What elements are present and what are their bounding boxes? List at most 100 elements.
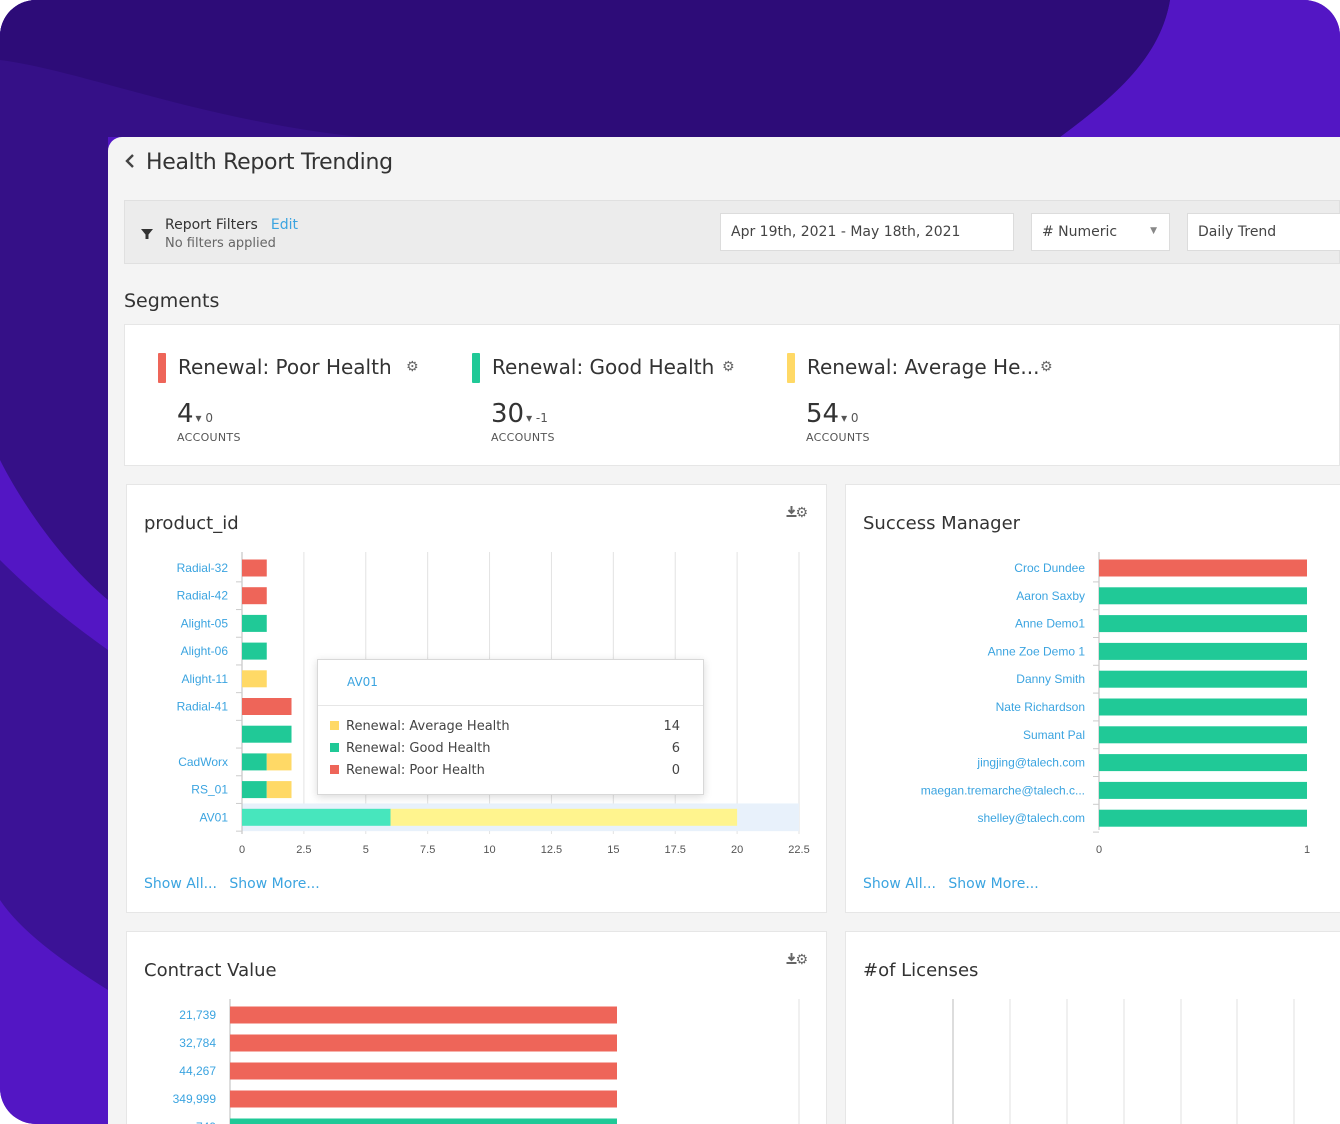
tooltip-row: Renewal: Good Health 6 <box>330 741 680 756</box>
show-all-link[interactable]: Show All... <box>144 876 217 892</box>
tooltip-title: AV01 <box>318 660 703 706</box>
category-label: shelley@talech.com <box>977 811 1085 825</box>
chevron-left-icon[interactable] <box>124 150 138 174</box>
card-links: Show All... Show More... <box>863 876 1047 892</box>
tooltip-value: 0 <box>671 763 680 778</box>
tooltip-label: Renewal: Poor Health <box>346 763 485 778</box>
category-label: 749 <box>196 1120 216 1124</box>
licenses-card: #of Licenses <box>845 931 1340 1124</box>
segments-panel: Renewal: Poor Health ⚙ 4 ▾ 0 ACCOUNTS Ren… <box>124 324 1340 466</box>
bar <box>242 587 267 605</box>
success-manager-card: Croc Dundee Aaron Saxby Anne Demo1 Anne Zoe… <box>845 484 1340 913</box>
card-title: Contract Value <box>144 960 277 981</box>
category-label: 32,784 <box>179 1036 216 1050</box>
segments-heading: Segments <box>124 290 220 312</box>
tooltip-value: 6 <box>671 741 680 756</box>
app-window: Health Report Trending Report Filters Ed… <box>108 137 1340 1124</box>
edit-filters-link[interactable]: Edit <box>270 217 299 233</box>
x-tick-label: 5 <box>363 844 369 856</box>
bar <box>230 1006 617 1024</box>
segment-count-row: 30 ▾ -1 <box>491 399 548 429</box>
filters-status: No filters applied <box>165 236 276 251</box>
segment-delta: ▾ -1 <box>526 411 548 425</box>
tooltip-label: Renewal: Good Health <box>346 741 491 756</box>
x-tick-label: 0 <box>1096 844 1102 856</box>
bar <box>242 670 267 688</box>
bar <box>1099 754 1307 772</box>
x-tick-label: 17.5 <box>665 844 686 856</box>
category-label: Alight-11 <box>182 672 229 686</box>
card-links: Show All... Show More... <box>144 876 328 892</box>
category-label: Danny Smith <box>1016 672 1085 686</box>
x-tick-label: 20 <box>731 844 743 856</box>
bar <box>230 1062 617 1080</box>
segment-unit: ACCOUNTS <box>806 431 870 444</box>
segment-count-row: 4 ▾ 0 <box>177 399 213 429</box>
legend-swatch <box>330 721 339 730</box>
card-tools: ⚙ <box>785 952 808 968</box>
category-label: Radial-42 <box>177 589 229 603</box>
report-filters-label: Report Filters <box>165 217 258 233</box>
legend-swatch <box>330 765 339 774</box>
segment-name: Renewal: Average He... <box>807 355 1040 379</box>
report-filters: Report Filters Edit No filters applied <box>165 214 298 251</box>
bar <box>1099 670 1307 688</box>
filter-bar: Report Filters Edit No filters applied A… <box>124 200 1340 264</box>
bar <box>242 781 267 799</box>
gear-icon[interactable]: ⚙ <box>795 952 808 968</box>
contract-value-chart: 21,739 32,784 44,267 349,999 749 <box>173 999 800 1124</box>
x-tick-label: 10 <box>483 844 495 856</box>
category-label: AV01 <box>200 810 229 824</box>
trend-select[interactable]: Daily Trend <box>1187 213 1340 251</box>
category-label: 21,739 <box>179 1008 216 1022</box>
bar <box>1099 559 1307 577</box>
chart-tooltip: AV01 Renewal: Average Health 14 Renewal:… <box>317 659 704 795</box>
gear-icon[interactable]: ⚙ <box>1040 359 1053 375</box>
bar <box>1099 642 1307 660</box>
segment-color-bar <box>472 353 480 383</box>
licenses-chart <box>952 999 1295 1124</box>
segment-count: 4 <box>177 399 194 429</box>
bar <box>230 1034 617 1052</box>
x-tick-label: 0 <box>239 844 245 856</box>
date-range-input[interactable]: Apr 19th, 2021 - May 18th, 2021 <box>720 213 1014 251</box>
bar <box>1099 698 1307 716</box>
page-header: Health Report Trending <box>124 147 393 177</box>
bar <box>1099 726 1307 744</box>
success-manager-chart: Croc Dundee Aaron Saxby Anne Demo1 Anne Zoe… <box>921 552 1310 856</box>
category-label: Radial-32 <box>177 561 229 575</box>
category-label: Alight-05 <box>181 616 229 630</box>
bar <box>242 698 292 715</box>
category-label: maegan.tremarche@talech.c... <box>921 783 1085 797</box>
bar <box>266 781 292 799</box>
category-label: jingjing@talech.com <box>976 756 1085 770</box>
x-tick-label: 12.5 <box>541 844 562 856</box>
tooltip-value: 14 <box>663 719 680 734</box>
show-more-link[interactable]: Show More... <box>948 876 1039 892</box>
segment-delta: ▾ 0 <box>195 411 214 425</box>
gear-icon[interactable]: ⚙ <box>722 359 735 375</box>
segment-color-bar <box>158 353 166 383</box>
show-more-link[interactable]: Show More... <box>229 876 320 892</box>
category-label: 349,999 <box>173 1092 217 1106</box>
bar <box>242 642 267 660</box>
filter-icon[interactable] <box>140 226 154 240</box>
gear-icon[interactable]: ⚙ <box>795 505 808 521</box>
contract-value-card: 21,739 32,784 44,267 349,999 749 Contract Va… <box>126 931 827 1124</box>
bar <box>242 559 267 577</box>
bar <box>242 725 292 743</box>
bar <box>242 614 267 632</box>
bar <box>230 1090 617 1108</box>
category-label: Anne Demo1 <box>1015 617 1085 631</box>
card-title: Success Manager <box>863 513 1021 534</box>
bar <box>1099 615 1307 633</box>
category-label: Radial-41 <box>177 700 229 714</box>
tooltip-row: Renewal: Average Health 14 <box>330 719 680 734</box>
gear-icon[interactable]: ⚙ <box>406 359 419 375</box>
category-label: Croc Dundee <box>1014 561 1085 575</box>
show-all-link[interactable]: Show All... <box>863 876 936 892</box>
metric-select[interactable]: # Numeric ▼ <box>1031 213 1170 251</box>
segment-delta: ▾ 0 <box>841 411 859 425</box>
x-tick-label: 2.5 <box>296 844 311 856</box>
card-title: #of Licenses <box>863 960 979 981</box>
